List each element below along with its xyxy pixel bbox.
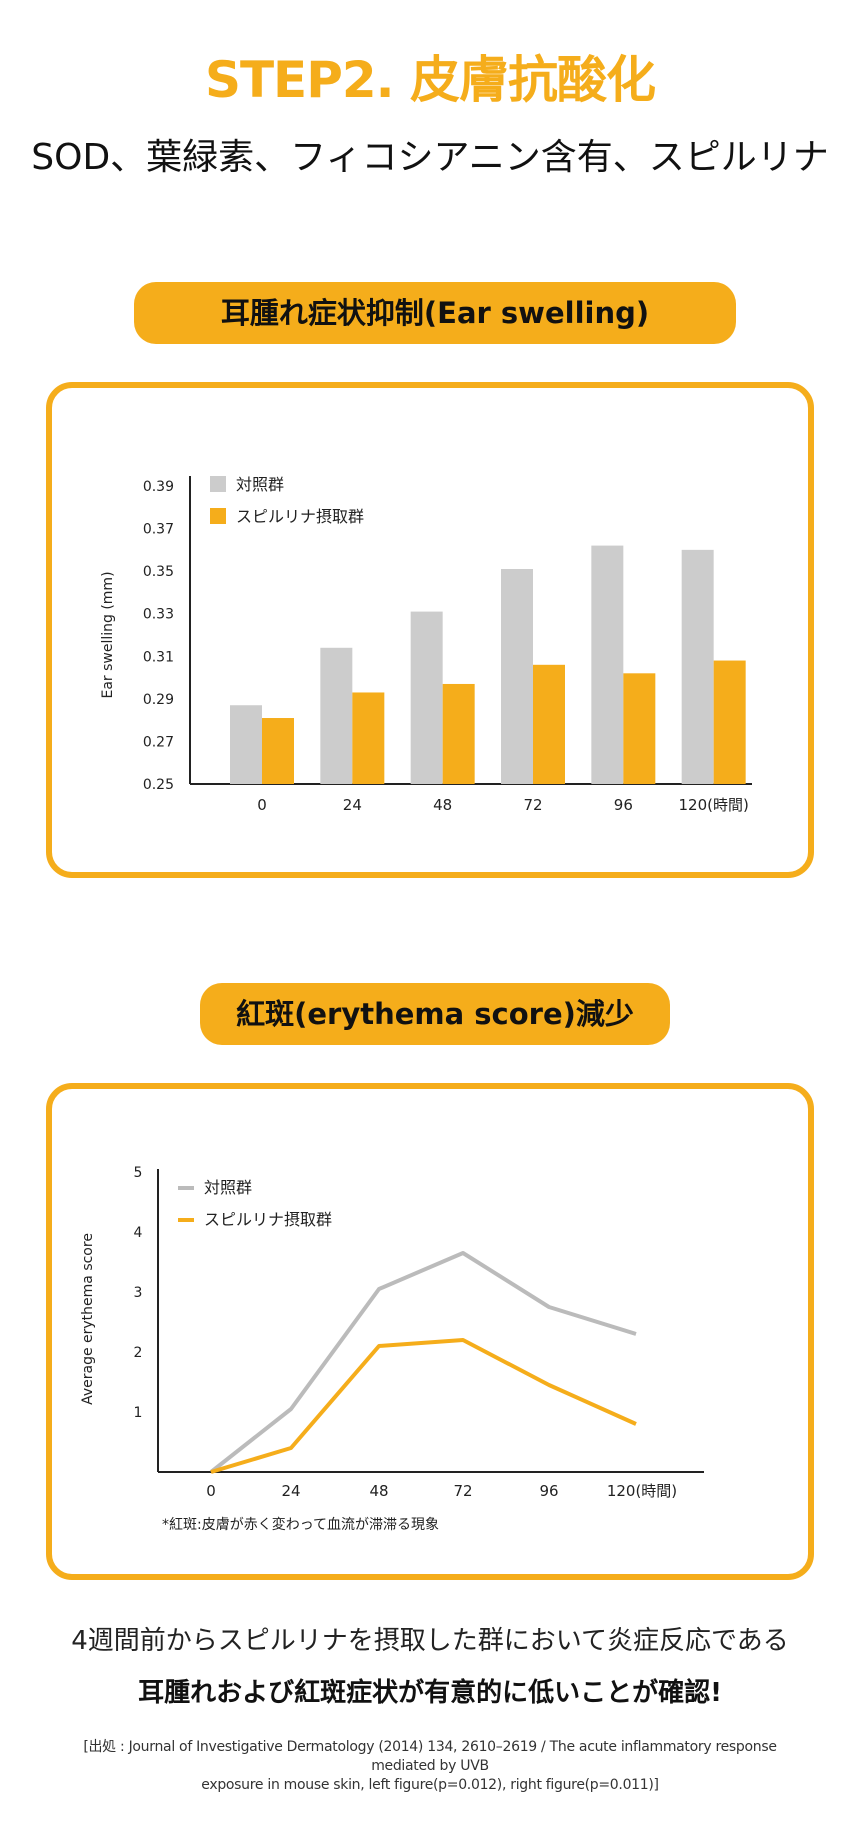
y-tick-label: 0.39 bbox=[143, 479, 174, 495]
series-line-control bbox=[209, 1251, 637, 1474]
bar-chart-panel: 0.39 0.37 0.35 0.33 0.31 0.29 0.27 0.25 Ear swel… bbox=[46, 382, 814, 878]
y-tick-label: 2 bbox=[134, 1345, 143, 1361]
source-line-2: exposure in mouse skin, left figure(p=0.… bbox=[201, 1777, 659, 1793]
x-tick-label: 72 bbox=[453, 1482, 472, 1500]
source-citation: [出処 : Journal of Investigative Dermatolo… bbox=[50, 1738, 810, 1795]
y-tick-label: 0.37 bbox=[143, 522, 174, 538]
legend-swatch bbox=[210, 476, 226, 492]
y-tick-label: 0.29 bbox=[143, 692, 174, 708]
legend-swatch bbox=[210, 508, 226, 524]
legend-label: 対照群 bbox=[204, 1178, 252, 1197]
legend-label: 対照群 bbox=[236, 475, 284, 494]
y-axis-title: Ear swelling (mm) bbox=[100, 571, 116, 698]
x-tick-label: 96 bbox=[614, 796, 633, 814]
y-axis-title: Average erythema score bbox=[80, 1233, 96, 1405]
source-line-1: [出処 : Journal of Investigative Dermatolo… bbox=[83, 1739, 777, 1774]
series-line-spirulina bbox=[210, 1338, 637, 1474]
y-tick-label: 0.35 bbox=[143, 564, 174, 580]
chart-footnote: *紅斑:皮膚が赤く変わって血流が滞滞る現象 bbox=[162, 1516, 439, 1533]
section-pill-ear-swelling: 耳腫れ症状抑制(Ear swelling) bbox=[134, 282, 736, 344]
legend-label: スピルリナ摂取群 bbox=[236, 507, 364, 526]
bar-control bbox=[410, 611, 443, 784]
bar-spirulina bbox=[713, 660, 746, 784]
page-subtitle: SOD、葉緑素、フィコシアニン含有、スピルリナ bbox=[31, 137, 829, 178]
bar-control bbox=[681, 549, 714, 784]
y-tick-label: 4 bbox=[134, 1225, 143, 1241]
x-tick-label: 24 bbox=[281, 1482, 300, 1500]
y-tick-label: 1 bbox=[134, 1405, 143, 1421]
bar-spirulina bbox=[352, 692, 385, 784]
bar-spirulina bbox=[262, 718, 294, 784]
x-tick-label: 48 bbox=[433, 796, 452, 814]
x-tick-label: 96 bbox=[539, 1482, 558, 1500]
page-title: STEP2. 皮膚抗酸化 bbox=[204, 51, 656, 109]
bar-control bbox=[591, 545, 624, 784]
bar-spirulina bbox=[533, 664, 565, 784]
bar-control bbox=[320, 647, 353, 784]
ear-swelling-bar-chart: 0.39 0.37 0.35 0.33 0.31 0.29 0.27 0.25 Ear swel… bbox=[100, 475, 752, 814]
erythema-line-chart: 5 4 3 2 1 Average erythema score 0 24 48 72 96 120(… bbox=[80, 1165, 704, 1533]
x-tick-label: 72 bbox=[523, 796, 542, 814]
section-pill-erythema: 紅斑(erythema score)減少 bbox=[200, 983, 670, 1045]
y-tick-label: 0.27 bbox=[143, 734, 174, 750]
x-tick-label: 120(時間) bbox=[607, 1482, 677, 1500]
y-tick-label: 0.31 bbox=[143, 649, 174, 665]
y-tick-label: 0.25 bbox=[143, 777, 174, 793]
x-tick-label: 48 bbox=[369, 1482, 388, 1500]
conclusion-line-1: 4週間前からスピルリナを摂取した群において炎症反応である bbox=[71, 1626, 789, 1656]
bar-spirulina bbox=[442, 683, 475, 784]
bar-control bbox=[230, 705, 262, 784]
x-tick-label: 0 bbox=[257, 796, 267, 814]
legend-label: スピルリナ摂取群 bbox=[204, 1210, 332, 1229]
x-tick-label: 24 bbox=[343, 796, 362, 814]
y-tick-label: 3 bbox=[134, 1285, 143, 1301]
x-tick-label: 0 bbox=[206, 1482, 216, 1500]
y-tick-label: 5 bbox=[134, 1165, 143, 1181]
x-tick-label: 120(時間) bbox=[678, 796, 748, 814]
bar-spirulina bbox=[623, 673, 656, 784]
bar-control bbox=[501, 569, 533, 784]
conclusion-line-2: 耳腫れおよび紅斑症状が有意的に低いことが確認! bbox=[138, 1678, 722, 1708]
line-chart-panel: 5 4 3 2 1 Average erythema score 0 24 48 72 96 120(… bbox=[46, 1083, 814, 1580]
y-tick-label: 0.33 bbox=[143, 607, 174, 623]
